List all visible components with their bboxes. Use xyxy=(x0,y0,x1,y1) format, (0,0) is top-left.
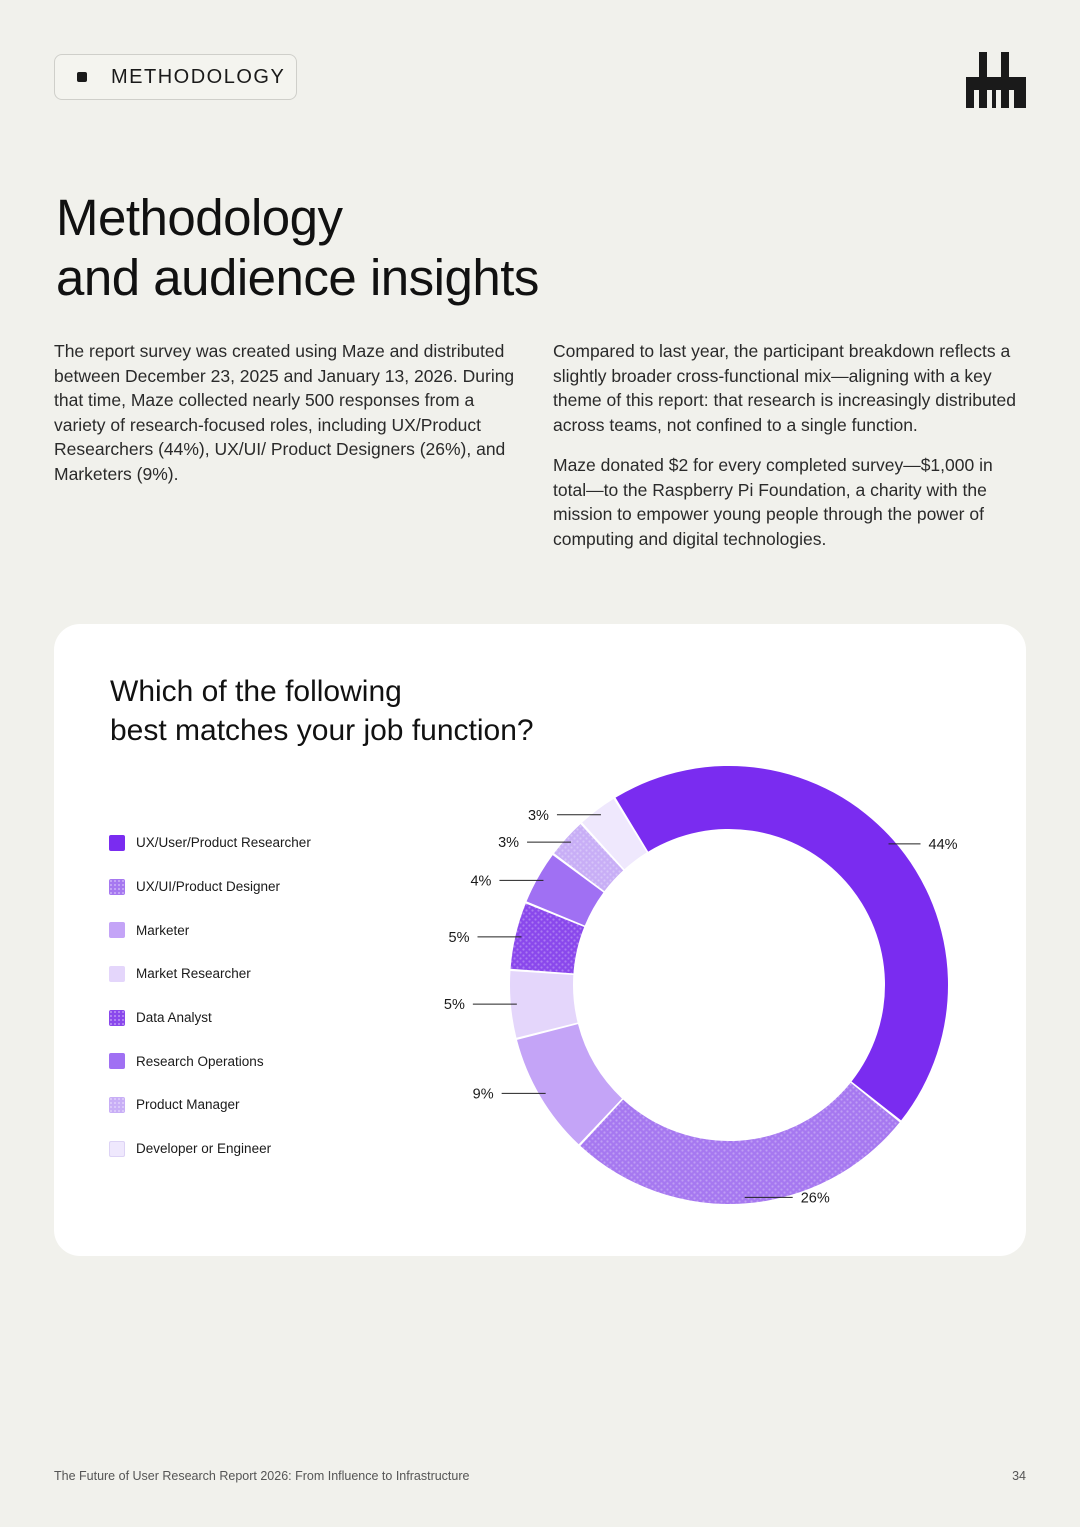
legend-item: Data Analyst xyxy=(109,996,311,1040)
badge-label: METHODOLOGY xyxy=(111,65,286,88)
slice-value-label: 3% xyxy=(528,808,549,824)
legend-item: Product Manager xyxy=(109,1083,311,1127)
legend-label: Product Manager xyxy=(136,1097,240,1113)
legend-label: UX/UI/Product Designer xyxy=(136,879,281,895)
slice-value-label: 26% xyxy=(801,1190,830,1206)
legend-item: Research Operations xyxy=(109,1039,311,1083)
donut-slice xyxy=(554,824,624,892)
legend-item: Developer or Engineer xyxy=(109,1127,311,1171)
section-badge: METHODOLOGY xyxy=(54,54,297,100)
bars-logo-icon xyxy=(966,52,1026,108)
slice-value-label: 4% xyxy=(470,873,491,889)
donut-chart: 44% 26% 9% 5% 5% 4% 3% 3% xyxy=(444,766,958,1206)
chart-title-line2: best matches your job function? xyxy=(110,714,534,747)
legend-swatch xyxy=(109,1009,125,1026)
legend-label: Research Operations xyxy=(136,1053,264,1069)
legend-swatch xyxy=(109,965,125,982)
donut-slice xyxy=(580,1082,900,1204)
slice-value-label: 3% xyxy=(498,835,519,851)
intro-left-column: The report survey was created using Maze… xyxy=(54,339,530,502)
legend-item: Marketer xyxy=(109,908,311,952)
donut-slice xyxy=(510,971,578,1038)
chart-title: Which of the following best matches your… xyxy=(110,672,534,750)
legend-swatch xyxy=(109,922,125,939)
legend-swatch xyxy=(109,834,125,851)
footer-report-title: The Future of User Research Report 2026:… xyxy=(54,1469,470,1483)
slice-value-label: 5% xyxy=(444,997,465,1013)
legend-swatch xyxy=(109,878,125,895)
legend-label: Marketer xyxy=(136,922,190,938)
legend-swatch xyxy=(109,1053,125,1070)
slice-value-label: 44% xyxy=(929,837,958,853)
intro-right-column: Compared to last year, the participant b… xyxy=(553,339,1025,567)
legend-label: Market Researcher xyxy=(136,966,251,982)
donation-paragraph: Maze donated $2 for every completed surv… xyxy=(553,455,993,549)
page-title-line1: Methodology xyxy=(56,189,343,246)
donut-slice xyxy=(517,1024,622,1145)
page-number: 34 xyxy=(1012,1469,1026,1483)
donut-slice xyxy=(615,766,948,1121)
slice-value-label: 5% xyxy=(449,930,470,946)
donut-slice xyxy=(510,903,585,974)
donut-slice xyxy=(582,798,647,870)
page-title: Methodology and audience insights xyxy=(56,188,756,308)
intro-paragraph: The report survey was created using Maze… xyxy=(54,341,515,484)
badge-square-icon xyxy=(77,72,87,82)
legend-item: UX/User/Product Researcher xyxy=(109,821,311,865)
legend-item: Market Researcher xyxy=(109,952,311,996)
legend-label: UX/User/Product Researcher xyxy=(136,835,311,851)
legend-label: Data Analyst xyxy=(136,1010,212,1026)
page-title-line2: and audience insights xyxy=(56,249,539,306)
chart-card: Which of the following best matches your… xyxy=(54,624,1026,1256)
chart-legend: UX/User/Product Researcher UX/UI/Product … xyxy=(109,821,311,1171)
slice-value-label: 9% xyxy=(473,1086,494,1102)
legend-swatch xyxy=(109,1140,125,1157)
legend-label: Developer or Engineer xyxy=(136,1141,272,1157)
legend-swatch xyxy=(109,1096,125,1113)
donut-slice xyxy=(526,855,604,926)
comparison-paragraph: Compared to last year, the participant b… xyxy=(553,341,1016,435)
legend-item: UX/UI/Product Designer xyxy=(109,865,311,909)
chart-title-line1: Which of the following xyxy=(110,675,402,708)
